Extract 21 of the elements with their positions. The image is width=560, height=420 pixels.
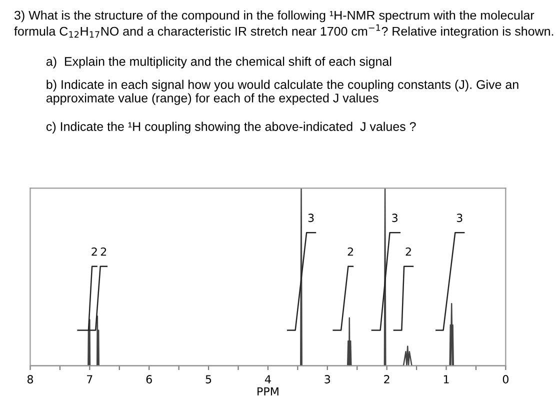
annotation: 2	[100, 247, 106, 256]
annotation: 2	[92, 247, 97, 256]
x-tick-label: 4	[264, 375, 271, 384]
x-tick-label: 5	[206, 375, 212, 384]
annotation: 2	[406, 247, 411, 256]
annotation: 3	[392, 214, 398, 222]
x-tick-label: 0	[502, 375, 508, 384]
x-tick-label: 7	[87, 375, 92, 384]
text: a) Explain the multiplicity and the chemical shift of each signal	[46, 56, 392, 68]
chart-title: 3) What is the structure of the compound in the following ¹H-NMR spectrum with the molecular formula C$_{12}$H$_{17}$NO and a characteristic IR stretch near 1700 cm$^{−1}$? Relative integration is shown.	[14, 10, 554, 38]
annotation: 3	[456, 214, 462, 222]
x-tick-label: 2	[384, 375, 390, 384]
x-tick-label: 3	[324, 375, 330, 384]
text: b) Indicate in each signal how you would calculate the coupling constants (J). Give an approximate value (range) for each of the expected J values	[46, 80, 518, 105]
x-tick-label: 1	[444, 375, 449, 384]
x-tick-label: 6	[146, 375, 152, 384]
x-tick-label: 8	[27, 375, 34, 384]
annotation: 2	[348, 247, 353, 256]
x-axis-title: PPM	[258, 387, 278, 396]
annotation: 3	[308, 214, 314, 222]
text: c) Indicate the ¹H coupling showing the above-indicated J values ?	[46, 122, 416, 134]
